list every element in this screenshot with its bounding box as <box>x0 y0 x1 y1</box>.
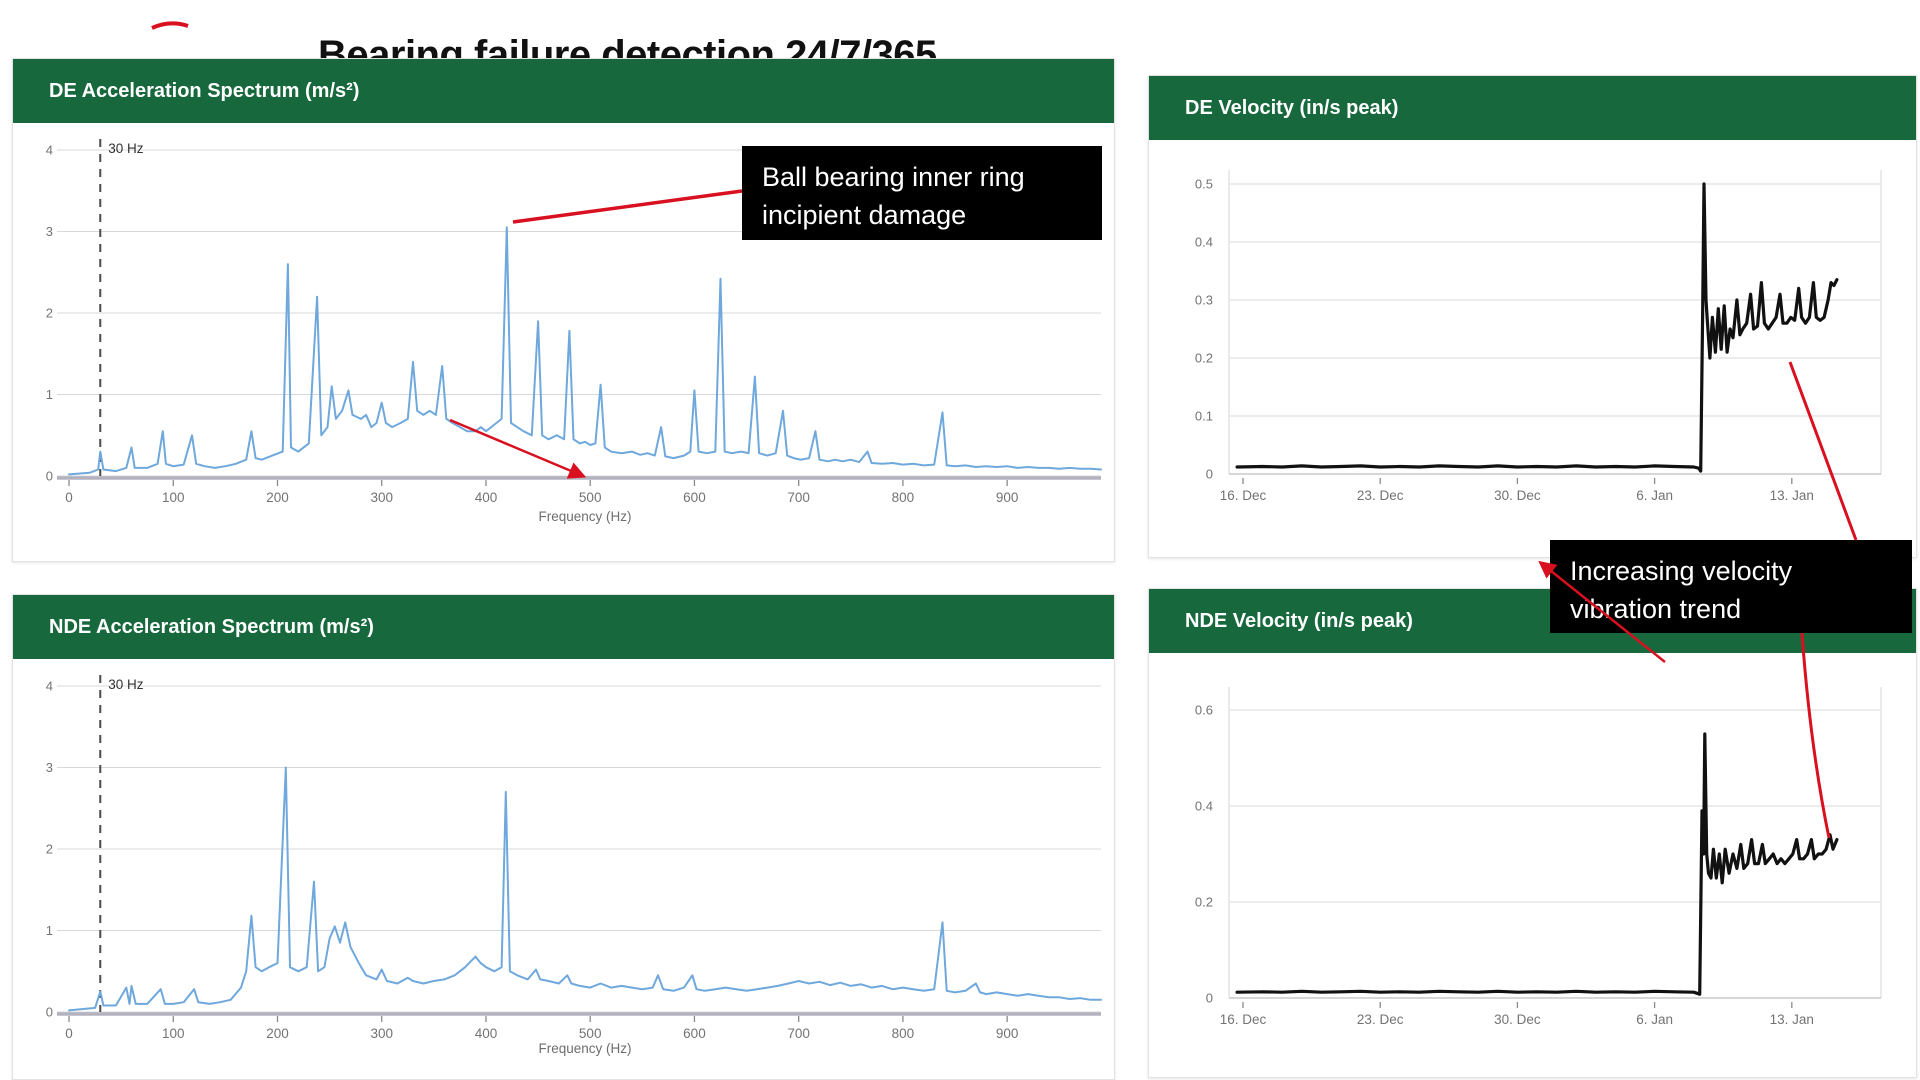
annotation-text: incipient damage <box>762 200 967 230</box>
svg-text:600: 600 <box>683 490 706 505</box>
de-velocity-chart: 0 0.1 0.2 0.3 0.4 0.5 16. Dec 23. Dec 30. Dec 6. … <box>1149 140 1916 557</box>
svg-text:3: 3 <box>46 760 53 775</box>
svg-text:2: 2 <box>46 842 53 857</box>
svg-text:0.3: 0.3 <box>1195 293 1213 308</box>
svg-text:300: 300 <box>370 1026 393 1041</box>
svg-text:4: 4 <box>46 143 53 158</box>
svg-text:0: 0 <box>1206 467 1213 482</box>
svg-text:Frequency (Hz): Frequency (Hz) <box>538 1041 631 1056</box>
svg-text:500: 500 <box>579 1026 602 1041</box>
svg-text:6. Jan: 6. Jan <box>1636 488 1673 503</box>
panel-title: DE Acceleration Spectrum (m/s²) <box>49 79 360 102</box>
svg-text:200: 200 <box>266 490 289 505</box>
panel-de-velocity: DE Velocity (in/s peak) 0 0.1 0.2 0.3 0.4 0.5… <box>1148 75 1917 558</box>
svg-text:6. Jan: 6. Jan <box>1636 1012 1673 1027</box>
svg-text:0.2: 0.2 <box>1195 351 1213 366</box>
panel-nde-velocity: NDE Velocity (in/s peak) 0 0.2 0.4 0.6 16. D… <box>1148 588 1917 1078</box>
svg-text:30 Hz: 30 Hz <box>108 141 144 156</box>
svg-text:0: 0 <box>46 1005 53 1020</box>
svg-text:1: 1 <box>46 923 53 938</box>
svg-text:200: 200 <box>266 1026 289 1041</box>
svg-text:0: 0 <box>1206 991 1213 1006</box>
panel-title: DE Velocity (in/s peak) <box>1185 96 1399 119</box>
svg-text:2: 2 <box>46 306 53 321</box>
svg-text:0: 0 <box>46 469 53 484</box>
svg-text:13. Jan: 13. Jan <box>1770 1012 1814 1027</box>
svg-text:16. Dec: 16. Dec <box>1220 1012 1267 1027</box>
nde-acceleration-chart: 0 1 2 3 4 0 100 200 300 400 500 600 700 800 900 Frequen… <box>13 659 1114 1079</box>
svg-text:300: 300 <box>370 490 393 505</box>
svg-text:23. Dec: 23. Dec <box>1357 488 1404 503</box>
annotation-text: Increasing velocity <box>1570 556 1793 586</box>
panel-nde-acceleration-spectrum: NDE Acceleration Spectrum (m/s²) 0 1 2 3 4 0 1… <box>12 594 1115 1080</box>
nde-velocity-chart: 0 0.2 0.4 0.6 16. Dec 23. Dec 30. Dec 6. Jan 13.… <box>1149 653 1916 1077</box>
svg-text:13. Jan: 13. Jan <box>1770 488 1814 503</box>
annotation-ball-bearing-damage: Ball bearing inner ring incipient damage <box>742 146 1102 240</box>
svg-text:800: 800 <box>892 1026 915 1041</box>
svg-text:0.4: 0.4 <box>1195 235 1213 250</box>
svg-text:700: 700 <box>787 490 810 505</box>
svg-text:30. Dec: 30. Dec <box>1494 1012 1541 1027</box>
svg-text:400: 400 <box>475 1026 498 1041</box>
svg-text:23. Dec: 23. Dec <box>1357 1012 1404 1027</box>
annotation-text: Ball bearing inner ring <box>762 162 1025 192</box>
svg-text:4: 4 <box>46 679 53 694</box>
svg-text:400: 400 <box>475 490 498 505</box>
panel-header: DE Velocity (in/s peak) <box>1149 76 1916 140</box>
annotation-increasing-vibration: Increasing velocity vibration trend <box>1550 540 1912 633</box>
panel-header: NDE Acceleration Spectrum (m/s²) <box>13 595 1114 659</box>
svg-text:0.6: 0.6 <box>1195 703 1213 718</box>
red-swoosh-icon <box>151 21 189 30</box>
svg-text:30. Dec: 30. Dec <box>1494 488 1541 503</box>
svg-text:0.4: 0.4 <box>1195 799 1213 814</box>
svg-text:100: 100 <box>162 490 185 505</box>
svg-text:0: 0 <box>65 1026 73 1041</box>
annotation-text: vibration trend <box>1570 594 1742 624</box>
panel-title: NDE Acceleration Spectrum (m/s²) <box>49 615 374 638</box>
svg-text:100: 100 <box>162 1026 185 1041</box>
panel-title: NDE Velocity (in/s peak) <box>1185 609 1413 632</box>
panel-header: DE Acceleration Spectrum (m/s²) <box>13 59 1114 123</box>
svg-text:900: 900 <box>996 1026 1019 1041</box>
svg-text:0.1: 0.1 <box>1195 409 1213 424</box>
svg-text:0.5: 0.5 <box>1195 177 1213 192</box>
svg-text:0.2: 0.2 <box>1195 895 1213 910</box>
svg-text:900: 900 <box>996 490 1019 505</box>
svg-text:1: 1 <box>46 387 53 402</box>
svg-text:700: 700 <box>787 1026 810 1041</box>
svg-text:Frequency (Hz): Frequency (Hz) <box>538 509 631 524</box>
svg-text:800: 800 <box>892 490 915 505</box>
panel-de-acceleration-spectrum: DE Acceleration Spectrum (m/s²) 0 1 2 3 4 0 10… <box>12 58 1115 562</box>
svg-text:600: 600 <box>683 1026 706 1041</box>
svg-text:16. Dec: 16. Dec <box>1220 488 1267 503</box>
svg-text:3: 3 <box>46 224 53 239</box>
svg-text:500: 500 <box>579 490 602 505</box>
svg-text:0: 0 <box>65 490 73 505</box>
svg-text:30 Hz: 30 Hz <box>108 677 144 692</box>
